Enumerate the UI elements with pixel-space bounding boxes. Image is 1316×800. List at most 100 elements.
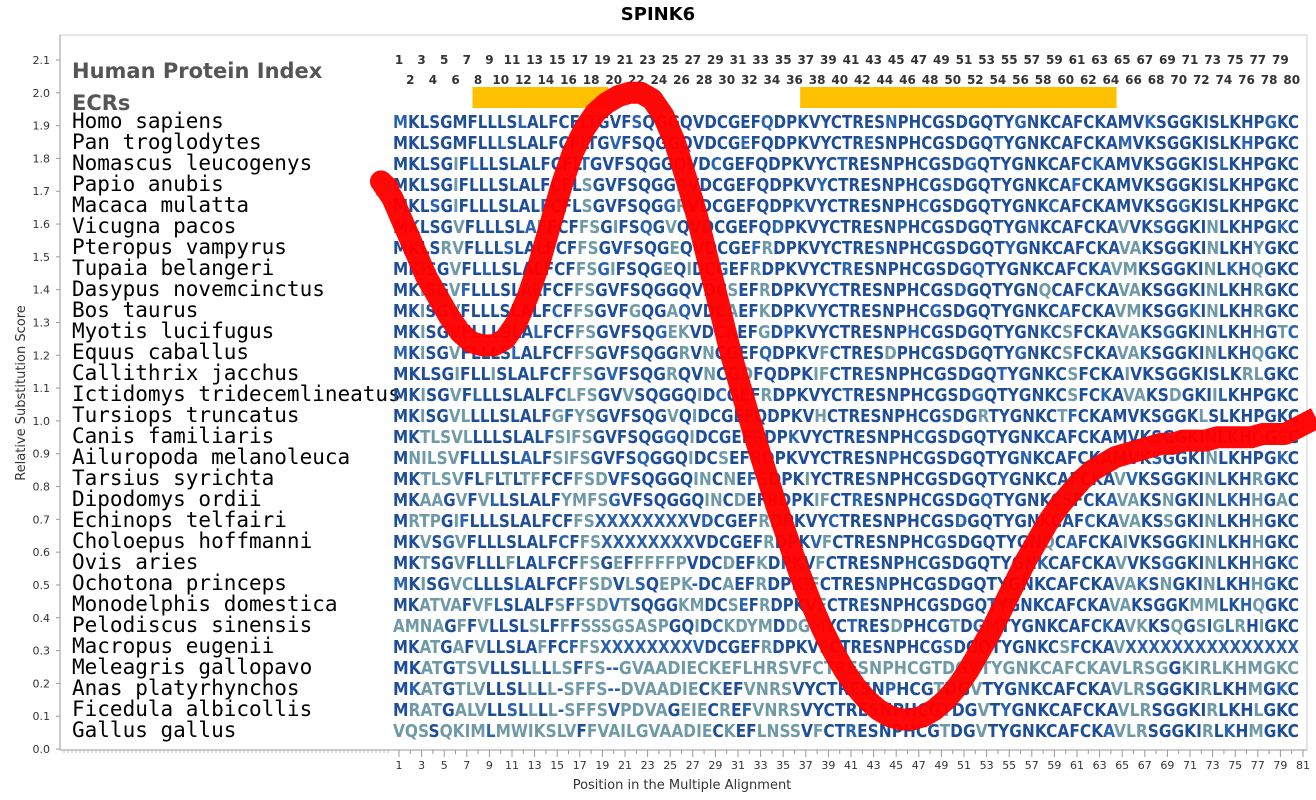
y-tick-label: 1.5 [33, 251, 51, 264]
sequence-row: MKTSGVFLLLFLALFCFFSGEFFFFFPVDCDEFKDPKVFC… [393, 553, 1299, 574]
x-tick-label: 71 [1183, 759, 1197, 772]
y-tick-label: 0.0 [33, 743, 51, 756]
species-label: Canis familiaris [72, 424, 274, 448]
top-tick-label: 71 [1182, 53, 1199, 67]
species-label: Choloepus hoffmanni [72, 529, 312, 553]
x-tick-label: 59 [1047, 759, 1061, 772]
y-tick-label: 1.0 [33, 415, 51, 428]
top-tick-label: 52 [967, 73, 984, 87]
top-tick-label: 31 [730, 53, 747, 67]
top-tick-label: 51 [956, 53, 973, 67]
top-tick-label: 45 [888, 53, 905, 67]
species-label: Pan troglodytes [72, 130, 262, 154]
y-tick-label: 0.2 [33, 677, 51, 690]
top-tick-label: 26 [673, 73, 690, 87]
top-tick-label: 60 [1057, 73, 1074, 87]
top-tick-label: 28 [696, 73, 713, 87]
x-tick-label: 79 [1273, 759, 1287, 772]
x-tick-label: 15 [550, 759, 564, 772]
top-tick-label: 5 [440, 53, 448, 67]
y-tick-label: 0.4 [33, 612, 51, 625]
sequence-row: MKLSGIFLLLSLALFCFLTGVFSQGGQVDCGEFQDPKVYC… [393, 154, 1299, 175]
species-label: Vicugna pacos [72, 214, 236, 238]
sequence-row: MRTPGIFLLLSLALFCFFSXXXXXXXXVDCGEFRDPKVYC… [393, 511, 1299, 532]
x-axis: 1 3 5 7 9 11 13 15 17 19 21 23 25 27 29 31 33 35 37 39 41 43 4… [60, 749, 1310, 772]
species-label: Tarsius syrichta [72, 466, 274, 490]
top-tick-label: 27 [684, 53, 701, 67]
top-tick-label: 68 [1148, 73, 1165, 87]
x-tick-label: 73 [1206, 759, 1220, 772]
ecr-bar-2 [800, 87, 1117, 108]
top-tick-label: 33 [752, 53, 769, 67]
ecr-bar-1 [472, 87, 609, 108]
species-label: Meleagris gallopavo [72, 655, 312, 679]
x-tick-label: 75 [1228, 759, 1242, 772]
sequence-row: MKISGVFLLLSLALFCFFSGIFSQGEQIDCGEFRDPKVYC… [393, 259, 1299, 280]
species-label: Dasypus novemcinctus [72, 277, 325, 301]
x-tick-label: 17 [573, 759, 587, 772]
x-tick-label: 33 [754, 759, 768, 772]
x-tick-label: 65 [1115, 759, 1129, 772]
species-label: Monodelphis domestica [72, 592, 338, 616]
species-label: Ailuropoda melanoleuca [72, 445, 350, 469]
top-tick-label: 44 [877, 73, 894, 87]
y-tick-label: 1.8 [33, 152, 51, 165]
sequence-row: MKLSGMFLLLSLALFCFLTGVFSQGGQVDCGEFQDPKVYC… [393, 133, 1299, 154]
top-tick-label: 4 [429, 73, 437, 87]
x-tick-label: 29 [708, 759, 722, 772]
top-tick-label: 23 [639, 53, 656, 67]
top-tick-label: 55 [1001, 53, 1018, 67]
species-label: Ficedula albicollis [72, 697, 312, 721]
top-tick-label: 66 [1125, 73, 1142, 87]
top-tick-label: 3 [417, 53, 425, 67]
top-tick-label: 38 [809, 73, 826, 87]
top-tick-label: 24 [651, 73, 668, 87]
x-tick-label: 31 [731, 759, 745, 772]
top-tick-label: 69 [1159, 53, 1176, 67]
top-tick-label: 46 [899, 73, 916, 87]
y-tick-label: 2.0 [33, 87, 51, 100]
top-tick-label: 64 [1103, 73, 1120, 87]
sequence-row: MKVSGVFLLLSLALFCFFSXXXXXXXXVDCGEFRDPKVFC… [393, 532, 1299, 553]
top-tick-label: 25 [662, 53, 679, 67]
species-label: Ovis aries [72, 550, 198, 574]
top-tick-label: 17 [571, 53, 588, 67]
species-label: Dipodomys ordii [72, 487, 262, 511]
top-tick-label: 39 [820, 53, 837, 67]
y-tick-label: 1.2 [33, 349, 51, 362]
top-tick-label: 16 [560, 73, 577, 87]
top-tick-label: 14 [538, 73, 555, 87]
sequence-row: MKLSRVFLLLSLALFCFFSGVFSQGEQVDCGEFRDPKVYC… [393, 238, 1299, 259]
sequence-alignment: MKLSGMFLLLSLALFCFLTGVFSQGGQVDCGEFQDPKVYC… [393, 112, 1299, 742]
top-tick-label: 54 [990, 73, 1007, 87]
x-tick-label: 23 [641, 759, 655, 772]
y-tick-label: 0.9 [33, 448, 51, 461]
sequence-row: MKISGVLLLLSLALFGFYSGVFSQGVQIDCGEFQDPKVHC… [393, 406, 1299, 427]
top-tick-label: 62 [1080, 73, 1097, 87]
top-tick-label: 41 [843, 53, 860, 67]
top-tick-label: 10 [492, 73, 509, 87]
y-tick-label: 1.9 [33, 120, 51, 133]
x-tick-label: 21 [618, 759, 632, 772]
sequence-row: MKISGVFLLLSLALFCFFSGVFGQGAQVDCAEFKDPKVYC… [393, 301, 1299, 322]
top-tick-label: 11 [504, 53, 521, 67]
top-tick-label: 70 [1170, 73, 1187, 87]
top-tick-label: 58 [1035, 73, 1052, 87]
top-tick-label: 34 [764, 73, 781, 87]
top-tick-label: 75 [1227, 53, 1244, 67]
top-tick-label: 9 [485, 53, 493, 67]
y-tick-label: 1.4 [33, 284, 51, 297]
species-label: Nomascus leucogenys [72, 151, 312, 175]
x-tick-label: 55 [1002, 759, 1016, 772]
species-label: Bos taurus [72, 298, 198, 322]
y-tick-label: 0.5 [33, 579, 51, 592]
x-tick-label: 3 [418, 759, 425, 772]
species-label: Equus caballus [72, 340, 249, 364]
x-tick-label: 27 [686, 759, 700, 772]
sequence-row: MKISGVFLLLSLALFCFFSGVFSQGEKVDCAEFGDPKVYC… [393, 322, 1299, 343]
top-tick-label: 18 [583, 73, 600, 87]
top-tick-label: 48 [922, 73, 939, 87]
x-tick-label: 51 [957, 759, 971, 772]
y-axis-label: Relative Substitution Score [14, 305, 29, 481]
top-tick-label: 73 [1204, 53, 1221, 67]
